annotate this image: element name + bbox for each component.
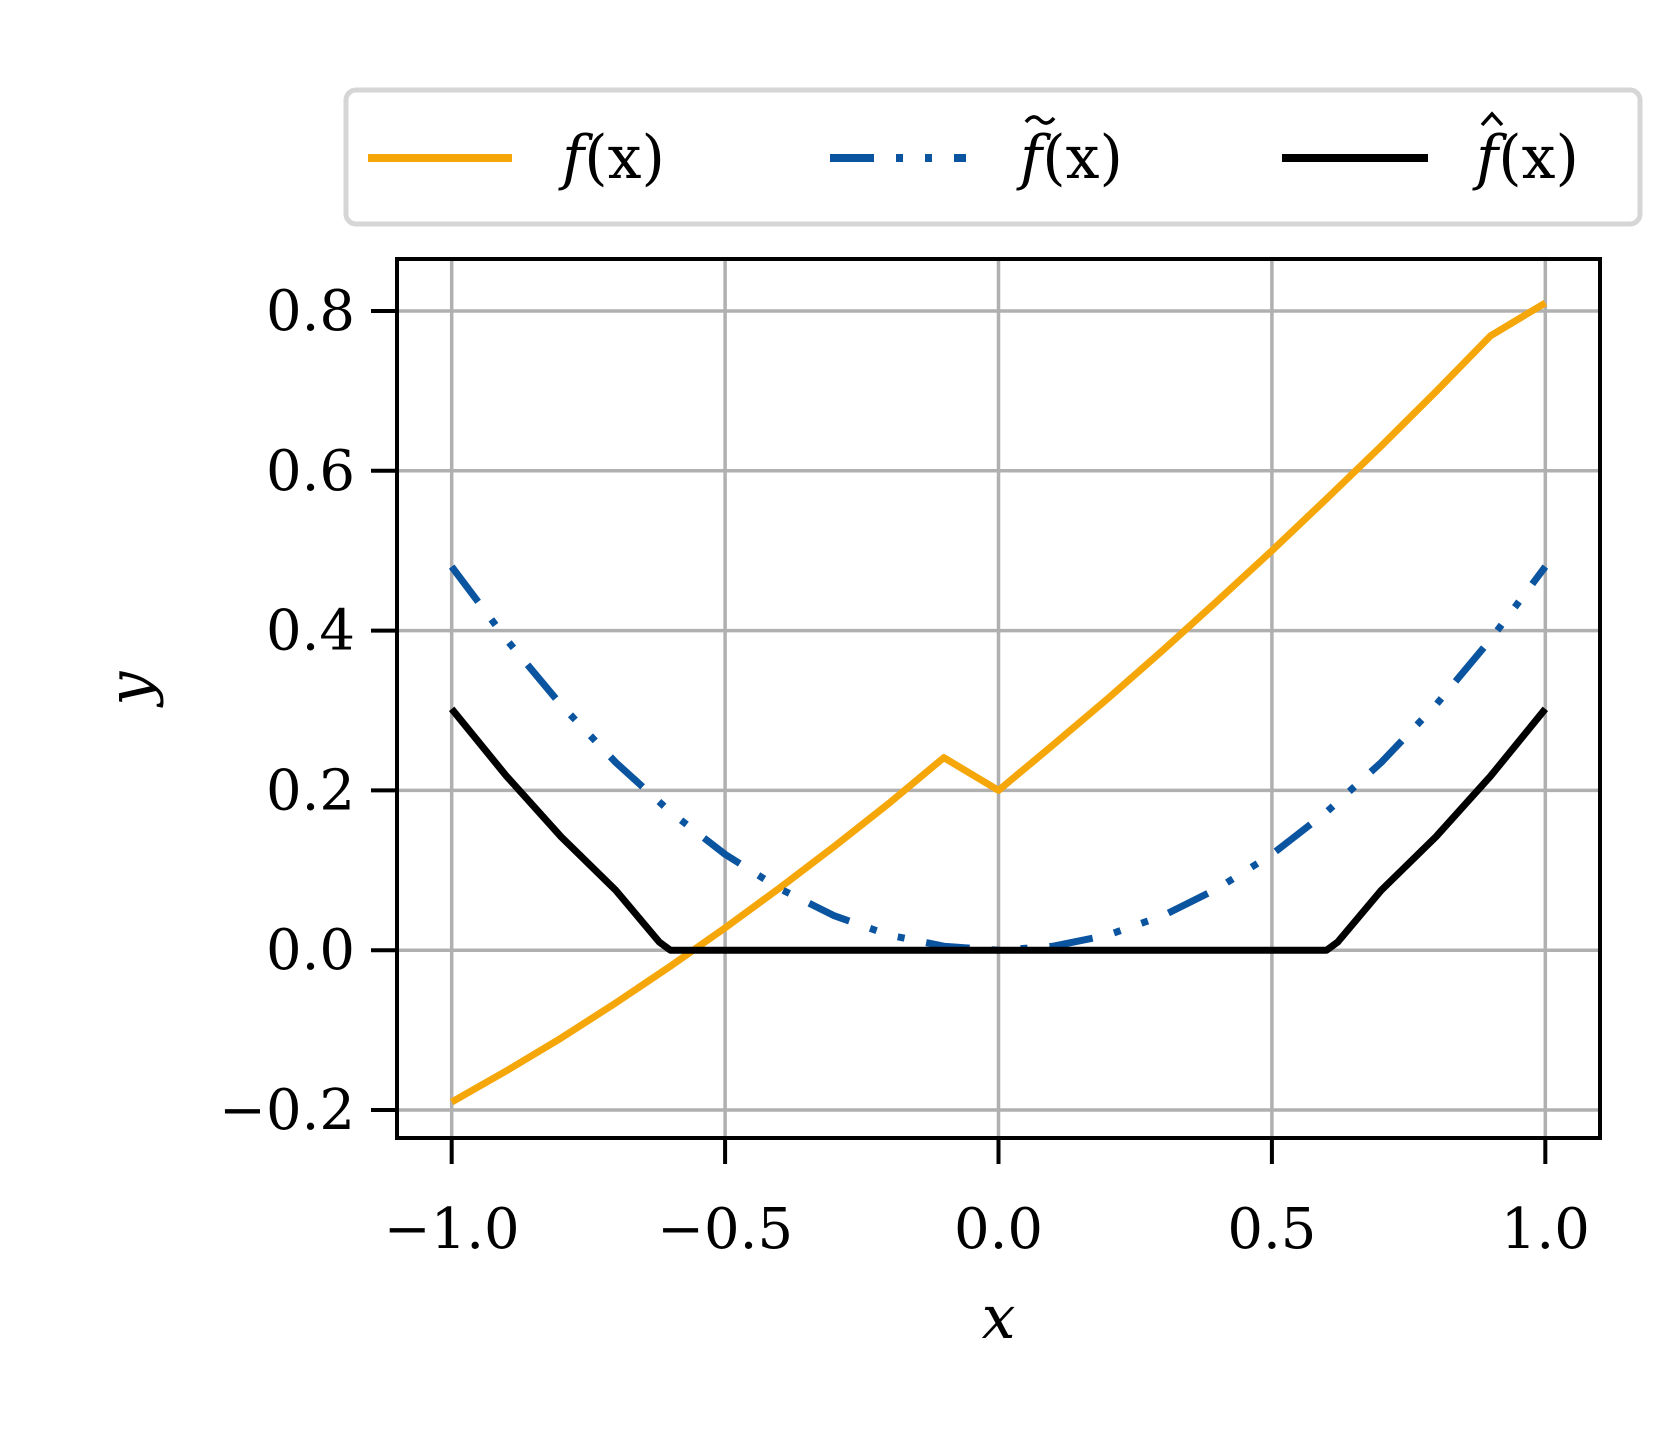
x-axis-label: x — [982, 1283, 1016, 1353]
y-tick-label: 0.8 — [266, 279, 355, 344]
y-tick-label: 0.2 — [266, 758, 355, 823]
y-tick-label: 0.0 — [266, 918, 355, 983]
legend: f(x) f(x) f(x) — [343, 87, 1643, 227]
series-line-0 — [449, 299, 1548, 1106]
legend-label-arg: (x) — [1042, 123, 1123, 193]
legend-label-arg: (x) — [1498, 123, 1579, 193]
legend-label-arg: (x) — [584, 123, 665, 193]
hat-accent-icon — [1480, 111, 1504, 127]
series-line-2 — [448, 706, 1549, 954]
legend-label-2: f(x) — [1472, 123, 1579, 193]
grid-lines — [397, 259, 1600, 1138]
x-tick-label: 1.0 — [1501, 1197, 1590, 1262]
plot-series — [448, 299, 1549, 1106]
x-tick-label: 0.5 — [1227, 1197, 1316, 1262]
legend-label-1: f(x) — [1016, 123, 1123, 193]
legend-label-0: f(x) — [558, 123, 665, 193]
y-axis-ticks: −0.2 0.0 0.2 0.4 0.6 0.8 — [219, 279, 397, 1143]
x-tick-label: 0.0 — [954, 1197, 1043, 1262]
y-tick-label: −0.2 — [219, 1078, 355, 1143]
legend-box — [343, 87, 1643, 227]
x-axis-ticks: −1.0 −0.5 0.0 0.5 1.0 — [384, 1138, 1590, 1262]
x-tick-label: −1.0 — [384, 1197, 520, 1262]
y-tick-label: 0.4 — [266, 599, 355, 664]
y-axis-label: y — [95, 670, 165, 708]
y-tick-label: 0.6 — [266, 439, 355, 504]
tilde-accent-icon — [1024, 115, 1056, 125]
x-tick-label: −0.5 — [657, 1197, 793, 1262]
